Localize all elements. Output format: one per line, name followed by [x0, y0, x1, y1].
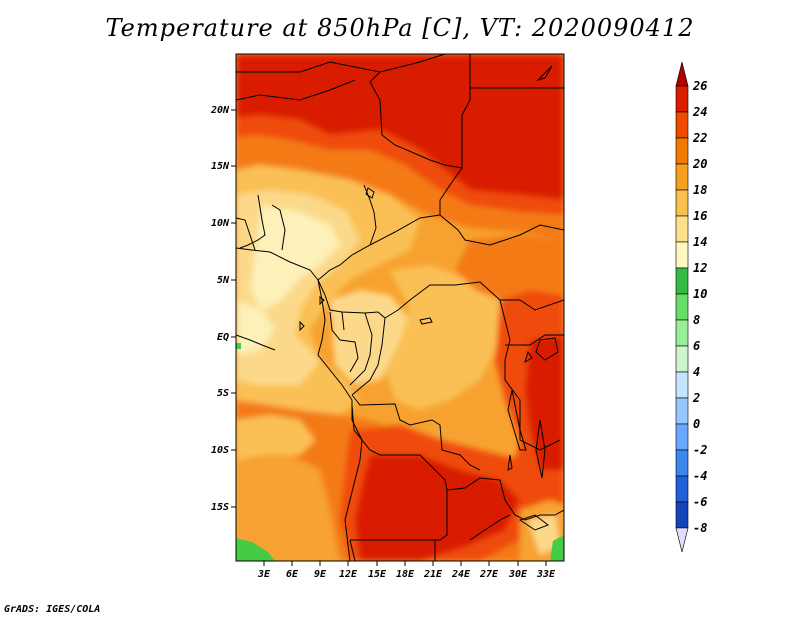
colorbar-box	[675, 501, 689, 529]
colorbar-label: 26	[692, 79, 707, 93]
colorbar-box	[675, 111, 689, 139]
lon-axis: 3E 6E 9E 12E 15E 18E 21E 24E 27E 30E 33E	[257, 561, 556, 580]
lon-label-9e: 9E	[314, 569, 327, 580]
colorbar-label: 8	[693, 313, 700, 327]
region-sw-green	[236, 538, 275, 561]
lat-label-15s: 15S	[211, 502, 229, 513]
lon-label-33e: 33E	[536, 569, 556, 580]
region-central-18	[385, 265, 500, 410]
lon-label-15e: 15E	[368, 569, 387, 580]
lat-label-5s: 5S	[217, 388, 229, 399]
map-title: Temperature at 850hPa [C], VT: 202009041…	[105, 14, 695, 42]
colorbar-label: 22	[692, 131, 707, 145]
lat-label-10s: 10S	[211, 445, 229, 456]
lon-label-21e: 21E	[423, 569, 443, 580]
colorbar-top-arrow	[675, 61, 689, 87]
lon-label-24e: 24E	[451, 569, 471, 580]
colorbar-box	[675, 241, 689, 269]
colorbar-box	[675, 319, 689, 347]
colorbar-bottom-arrow	[675, 527, 689, 553]
lat-label-10n: 10N	[211, 218, 230, 229]
colorbar-label: -6	[693, 495, 707, 509]
colorbar-label: 10	[693, 287, 707, 301]
lat-label-eq: EQ	[217, 332, 229, 343]
region-se-green	[550, 535, 564, 561]
colorbar-box	[675, 475, 689, 503]
colorbar-label: 0	[693, 417, 700, 431]
lon-label-27e: 27E	[479, 569, 499, 580]
colorbar-box	[675, 449, 689, 477]
colorbar-label: -8	[693, 521, 707, 535]
colorbar-box	[675, 345, 689, 373]
lat-axis: 20N 15N 10N 5N EQ 5S 10S 15S	[210, 105, 236, 513]
lon-label-3e: 3E	[257, 569, 271, 580]
colorbar-label: 18	[693, 183, 707, 197]
colorbar-label: -2	[693, 443, 707, 457]
footer-credit: GrADS: IGES/COLA	[4, 604, 101, 615]
lat-label-15n: 15N	[211, 161, 230, 172]
temperature-field	[236, 54, 564, 561]
colorbar-box	[675, 137, 689, 165]
region-sw-18	[236, 415, 315, 460]
region-east-26	[525, 335, 564, 470]
colorbar-box	[675, 267, 689, 295]
colorbar-box	[675, 371, 689, 399]
region-west-14	[250, 205, 340, 310]
region-north-22	[236, 135, 564, 240]
colorbar-label: 14	[693, 235, 707, 249]
lat-label-5n: 5N	[217, 275, 230, 286]
region-se-16	[528, 515, 560, 555]
colorbar-box	[675, 215, 689, 243]
colorbar-label: 2	[692, 391, 700, 405]
colorbar-label: 20	[692, 157, 707, 171]
colorbar-label: 16	[693, 209, 707, 223]
lat-label-20n: 20N	[210, 105, 230, 116]
lakes	[299, 65, 559, 531]
region-coast-14	[236, 300, 275, 355]
map-frame	[235, 53, 565, 562]
colorbar-label: 12	[693, 261, 707, 275]
colorbar-box	[675, 85, 689, 113]
lon-label-30e: 30E	[508, 569, 528, 580]
colorbar-box	[675, 397, 689, 425]
region-w-green	[236, 343, 241, 349]
colorbar-label: 24	[692, 105, 707, 119]
lon-label-18e: 18E	[396, 569, 415, 580]
colorbar-box	[675, 423, 689, 451]
colorbar-label: 4	[693, 365, 700, 379]
region-north-26	[236, 54, 564, 200]
lon-label-12e: 12E	[339, 569, 358, 580]
colorbar-box	[675, 189, 689, 217]
colorbar-box	[675, 163, 689, 191]
region-sw-20	[236, 440, 340, 561]
colorbar-label: -4	[693, 469, 707, 483]
colorbar-box	[675, 293, 689, 321]
lon-label-6e: 6E	[286, 569, 299, 580]
region-north-24	[236, 115, 564, 215]
colorbar-label: 6	[693, 339, 700, 353]
country-borders	[236, 54, 564, 561]
